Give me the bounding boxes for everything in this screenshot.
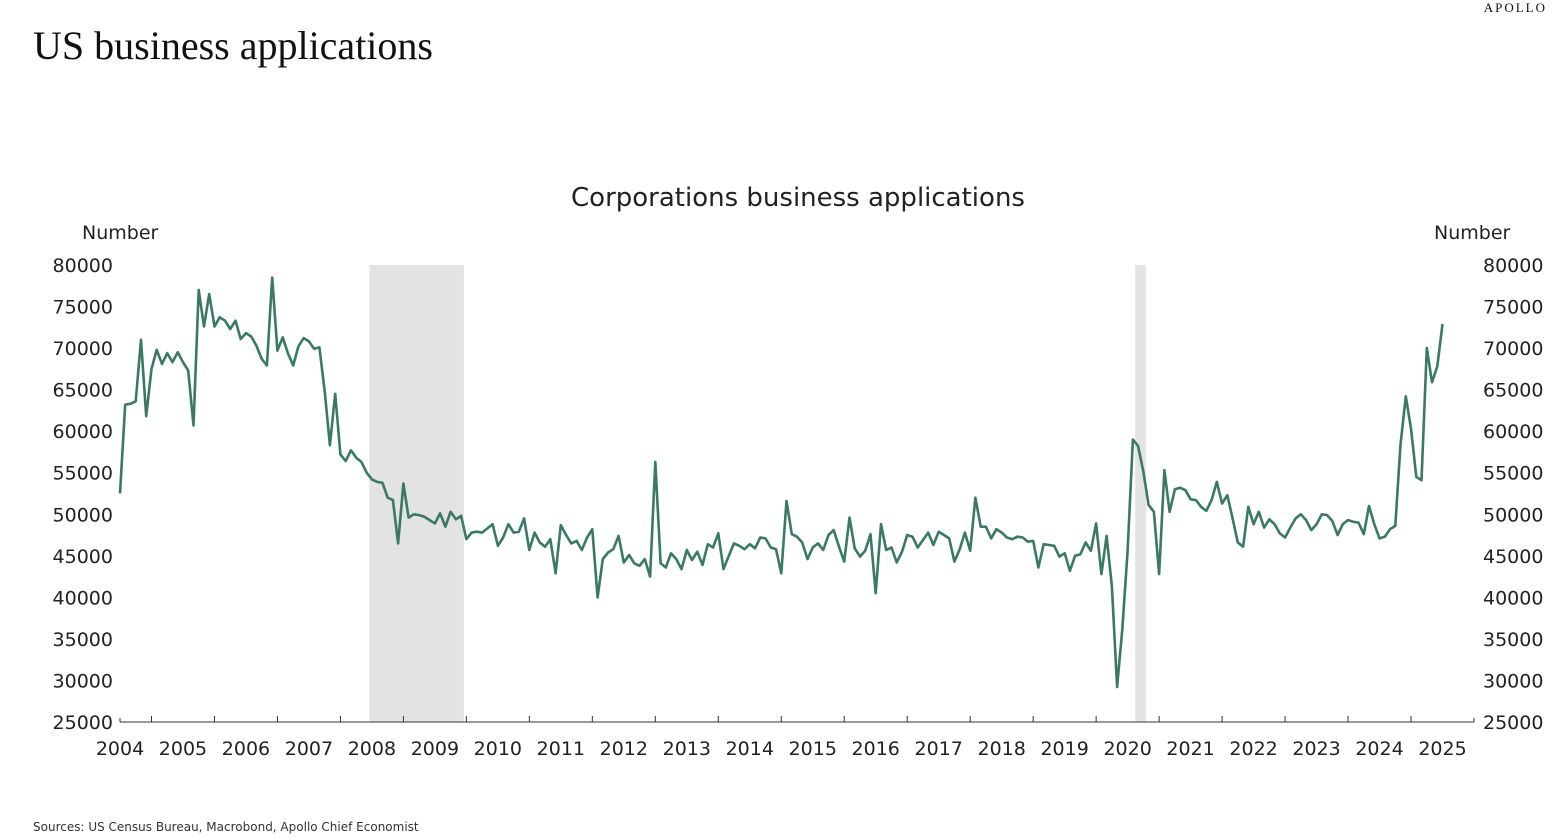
y-axis-left: 80000 75000 70000 65000 60000 55000 50000 45000…	[53, 255, 113, 734]
x-tick-label: 2019	[1040, 738, 1088, 760]
x-tick-label: 2024	[1355, 738, 1403, 760]
y-tick-label-right: 25000	[1483, 712, 1543, 734]
y-tick-label-left: 45000	[53, 546, 113, 568]
y-axis-label-left: Number	[82, 222, 159, 244]
x-tick-label: 2008	[348, 738, 396, 760]
apollo-logo: APOLLO	[1483, 0, 1547, 15]
x-tick-label: 2009	[411, 738, 459, 760]
line-chart: 80000 75000 70000 65000 60000 55000 50000 45000…	[53, 255, 1544, 760]
x-tick-label: 2004	[96, 738, 144, 760]
x-tick-label: 2010	[474, 738, 522, 760]
y-tick-label-left: 75000	[53, 297, 113, 319]
series-line	[118, 276, 1444, 689]
y-axis-label-right: Number	[1434, 222, 1511, 244]
y-tick-label-right: 45000	[1483, 546, 1543, 568]
y-tick-label-right: 40000	[1483, 587, 1543, 609]
recession-bands	[369, 265, 1146, 722]
y-axis-right: 80000 75000 70000 65000 60000 55000 50000 45000…	[1483, 255, 1543, 734]
y-tick-label-right: 60000	[1483, 421, 1543, 443]
chart-title: Corporations business applications	[571, 183, 1025, 213]
y-tick-label-right: 70000	[1483, 338, 1543, 360]
series-layer	[118, 276, 1444, 689]
x-tick-label: 2007	[285, 738, 333, 760]
x-tick-label: 2022	[1229, 738, 1277, 760]
y-tick-label-left: 55000	[53, 463, 113, 485]
x-tick-label: 2020	[1103, 738, 1151, 760]
y-tick-label-left: 60000	[53, 421, 113, 443]
recession-band	[1135, 265, 1146, 722]
x-tick-label: 2025	[1418, 738, 1466, 760]
x-tick-label: 2016	[852, 738, 900, 760]
x-tick-label: 2006	[222, 738, 270, 760]
y-tick-label-right: 80000	[1483, 255, 1543, 277]
y-tick-label-left: 30000	[53, 670, 113, 692]
y-tick-label-right: 65000	[1483, 380, 1543, 402]
x-tick-label: 2012	[600, 738, 648, 760]
x-tick-label: 2015	[789, 738, 837, 760]
y-tick-label-left: 35000	[53, 629, 113, 651]
recession-band	[369, 265, 464, 722]
x-tick-label: 2023	[1292, 738, 1340, 760]
x-tick-label: 2018	[977, 738, 1025, 760]
x-tick-label: 2014	[726, 738, 774, 760]
x-axis: 2004 2005 2006 2007 2008 2009 2010 2011 2012 2013…	[96, 716, 1467, 760]
page-title: US business applications	[33, 23, 433, 68]
y-tick-label-right: 50000	[1483, 504, 1543, 526]
x-tick-label: 2017	[915, 738, 963, 760]
y-tick-label-left: 70000	[53, 338, 113, 360]
x-tick-label: 2021	[1166, 738, 1214, 760]
y-tick-label-right: 35000	[1483, 629, 1543, 651]
y-tick-label-left: 40000	[53, 587, 113, 609]
y-tick-label-left: 80000	[53, 255, 113, 277]
axes	[119, 718, 1475, 723]
y-tick-label-left: 65000	[53, 380, 113, 402]
y-tick-label-left: 50000	[53, 504, 113, 526]
y-tick-label-right: 55000	[1483, 463, 1543, 485]
y-tick-label-left: 25000	[53, 712, 113, 734]
x-tick-label: 2005	[159, 738, 207, 760]
y-tick-label-right: 30000	[1483, 670, 1543, 692]
y-tick-label-right: 75000	[1483, 297, 1543, 319]
x-tick-label: 2013	[663, 738, 711, 760]
source-note: Sources: US Census Bureau, Macrobond, Ap…	[33, 820, 419, 834]
x-tick-label: 2011	[537, 738, 585, 760]
